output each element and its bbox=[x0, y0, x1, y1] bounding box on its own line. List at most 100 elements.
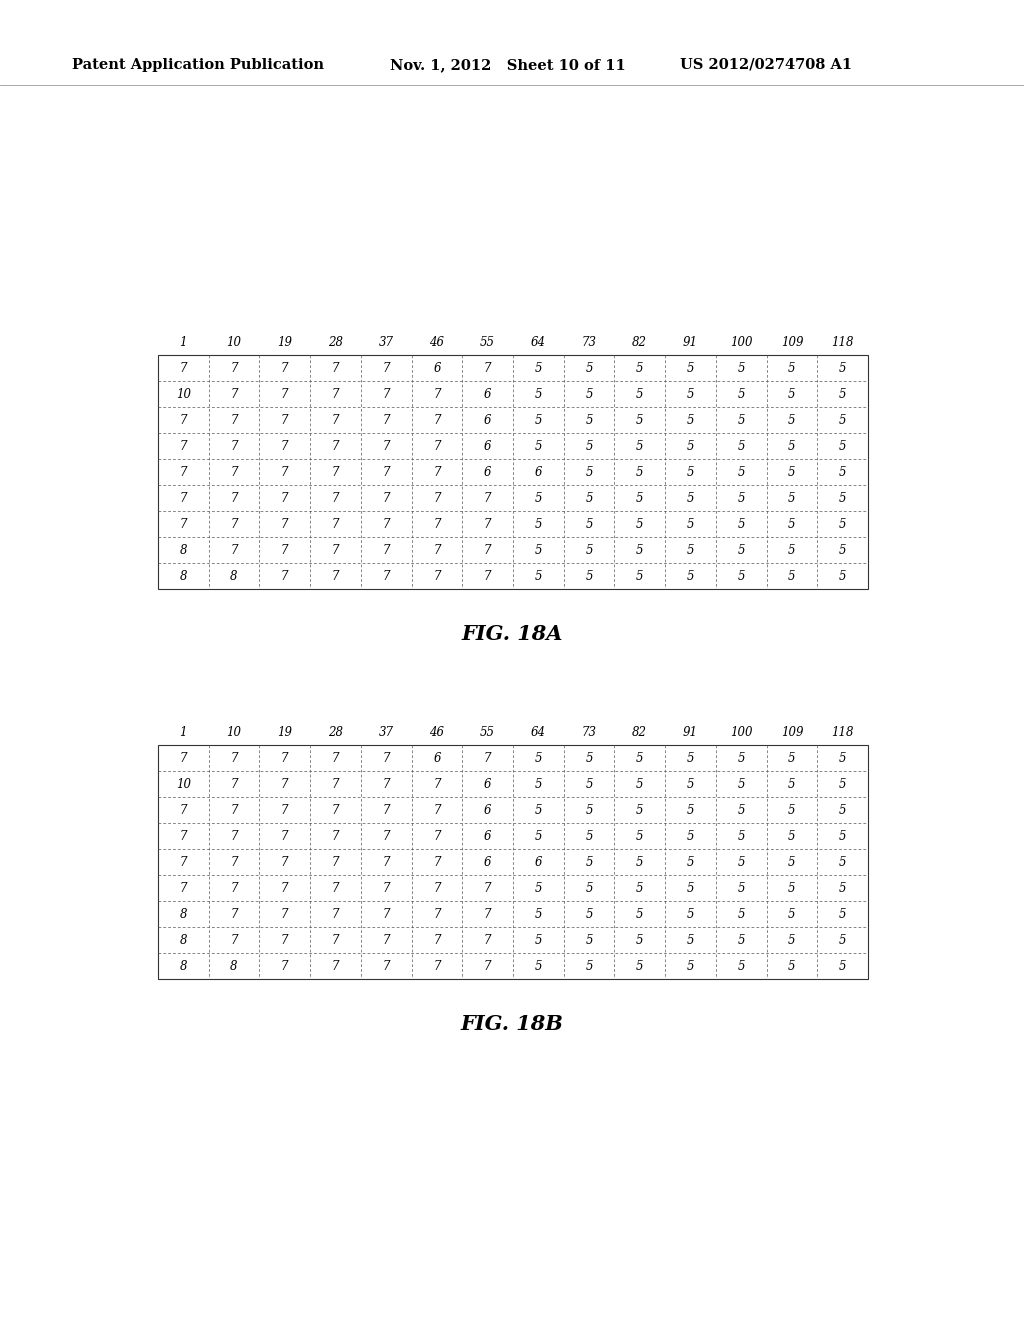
Text: 37: 37 bbox=[379, 335, 393, 348]
Text: 5: 5 bbox=[839, 777, 847, 791]
Text: 7: 7 bbox=[383, 544, 390, 557]
Text: 82: 82 bbox=[632, 335, 647, 348]
Text: 7: 7 bbox=[179, 804, 187, 817]
Text: 5: 5 bbox=[687, 960, 694, 973]
Text: 7: 7 bbox=[332, 882, 339, 895]
Text: 7: 7 bbox=[281, 777, 289, 791]
Text: 1: 1 bbox=[179, 726, 187, 738]
Text: 5: 5 bbox=[839, 829, 847, 842]
Text: 7: 7 bbox=[332, 804, 339, 817]
Text: 7: 7 bbox=[484, 908, 492, 920]
Text: 7: 7 bbox=[281, 413, 289, 426]
Text: 5: 5 bbox=[737, 882, 745, 895]
Text: 7: 7 bbox=[332, 777, 339, 791]
Text: 7: 7 bbox=[433, 466, 440, 479]
Text: 7: 7 bbox=[281, 569, 289, 582]
Text: 5: 5 bbox=[535, 388, 542, 400]
Text: 5: 5 bbox=[687, 933, 694, 946]
Text: 6: 6 bbox=[484, 413, 492, 426]
Text: 5: 5 bbox=[687, 388, 694, 400]
Text: 5: 5 bbox=[586, 777, 593, 791]
Text: 6: 6 bbox=[433, 362, 440, 375]
Text: 5: 5 bbox=[737, 440, 745, 453]
Text: 5: 5 bbox=[737, 362, 745, 375]
Text: 5: 5 bbox=[586, 855, 593, 869]
Text: 5: 5 bbox=[687, 908, 694, 920]
Text: 7: 7 bbox=[281, 491, 289, 504]
Text: 5: 5 bbox=[687, 362, 694, 375]
Text: 5: 5 bbox=[839, 388, 847, 400]
Text: 5: 5 bbox=[636, 569, 643, 582]
Text: 5: 5 bbox=[636, 804, 643, 817]
Text: 6: 6 bbox=[433, 751, 440, 764]
Text: 55: 55 bbox=[480, 335, 496, 348]
Text: 7: 7 bbox=[383, 908, 390, 920]
Text: 7: 7 bbox=[230, 466, 238, 479]
Text: 5: 5 bbox=[737, 517, 745, 531]
Text: 7: 7 bbox=[433, 777, 440, 791]
Text: 7: 7 bbox=[484, 491, 492, 504]
Text: 7: 7 bbox=[179, 466, 187, 479]
Text: 8: 8 bbox=[230, 960, 238, 973]
Text: 5: 5 bbox=[788, 362, 796, 375]
Text: 5: 5 bbox=[839, 855, 847, 869]
Text: 5: 5 bbox=[687, 829, 694, 842]
Text: 7: 7 bbox=[179, 855, 187, 869]
Text: 5: 5 bbox=[535, 491, 542, 504]
Text: 7: 7 bbox=[230, 517, 238, 531]
Text: 7: 7 bbox=[179, 882, 187, 895]
Text: 5: 5 bbox=[788, 751, 796, 764]
Text: 5: 5 bbox=[737, 960, 745, 973]
Text: 7: 7 bbox=[332, 933, 339, 946]
Text: 7: 7 bbox=[281, 829, 289, 842]
Text: 7: 7 bbox=[484, 569, 492, 582]
Bar bbox=[158, 744, 868, 979]
Text: 5: 5 bbox=[535, 960, 542, 973]
Text: 5: 5 bbox=[687, 882, 694, 895]
Text: 5: 5 bbox=[586, 882, 593, 895]
Text: 7: 7 bbox=[383, 362, 390, 375]
Text: 7: 7 bbox=[383, 413, 390, 426]
Text: 6: 6 bbox=[484, 466, 492, 479]
Text: 5: 5 bbox=[586, 362, 593, 375]
Text: 7: 7 bbox=[230, 882, 238, 895]
Text: 7: 7 bbox=[484, 544, 492, 557]
Text: 7: 7 bbox=[332, 413, 339, 426]
Text: 5: 5 bbox=[586, 960, 593, 973]
Text: 7: 7 bbox=[281, 388, 289, 400]
Text: 118: 118 bbox=[831, 335, 854, 348]
Text: 7: 7 bbox=[332, 466, 339, 479]
Text: 28: 28 bbox=[328, 726, 343, 738]
Text: 7: 7 bbox=[332, 388, 339, 400]
Text: 7: 7 bbox=[332, 960, 339, 973]
Text: 5: 5 bbox=[687, 413, 694, 426]
Text: 7: 7 bbox=[230, 491, 238, 504]
Text: 10: 10 bbox=[226, 726, 242, 738]
Text: 7: 7 bbox=[383, 440, 390, 453]
Text: 100: 100 bbox=[730, 726, 753, 738]
Text: 7: 7 bbox=[230, 544, 238, 557]
Text: 73: 73 bbox=[582, 335, 597, 348]
Text: 7: 7 bbox=[281, 362, 289, 375]
Text: 5: 5 bbox=[737, 804, 745, 817]
Text: 7: 7 bbox=[383, 829, 390, 842]
Text: 7: 7 bbox=[433, 908, 440, 920]
Text: 46: 46 bbox=[429, 335, 444, 348]
Text: 5: 5 bbox=[788, 829, 796, 842]
Text: 7: 7 bbox=[332, 544, 339, 557]
Text: 5: 5 bbox=[788, 466, 796, 479]
Text: 10: 10 bbox=[176, 388, 190, 400]
Text: 5: 5 bbox=[839, 413, 847, 426]
Text: 7: 7 bbox=[332, 362, 339, 375]
Text: 5: 5 bbox=[839, 466, 847, 479]
Text: 10: 10 bbox=[176, 777, 190, 791]
Text: 5: 5 bbox=[687, 855, 694, 869]
Text: 5: 5 bbox=[788, 569, 796, 582]
Text: 7: 7 bbox=[179, 413, 187, 426]
Text: 6: 6 bbox=[484, 777, 492, 791]
Text: 5: 5 bbox=[636, 933, 643, 946]
Text: 7: 7 bbox=[230, 933, 238, 946]
Text: 7: 7 bbox=[179, 829, 187, 842]
Text: 7: 7 bbox=[332, 491, 339, 504]
Text: 5: 5 bbox=[788, 413, 796, 426]
